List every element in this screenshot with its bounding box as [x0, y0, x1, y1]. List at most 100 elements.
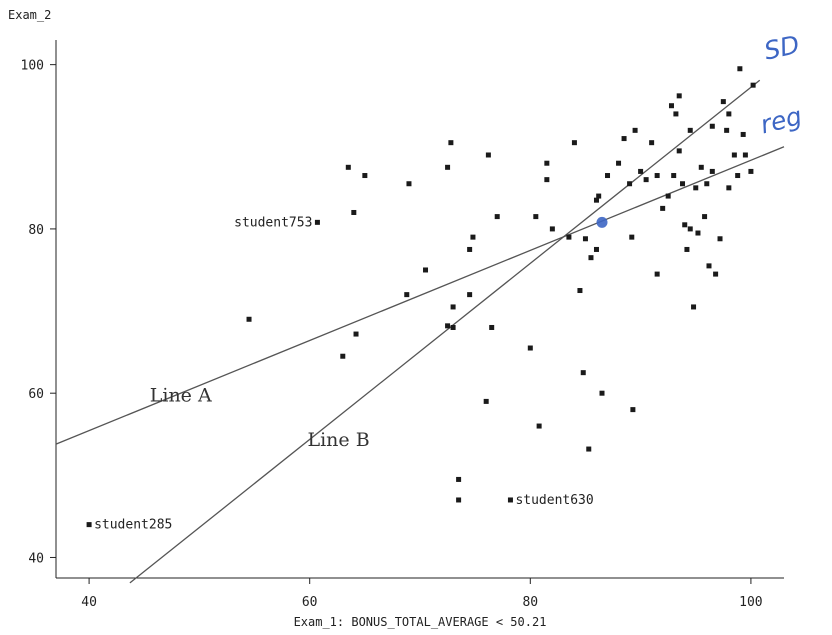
data-point [691, 304, 697, 310]
data-point [489, 324, 495, 330]
data-point [483, 398, 489, 404]
plot-axes [55, 40, 784, 579]
data-point [649, 140, 655, 146]
data-point [627, 181, 633, 187]
data-point [450, 304, 456, 310]
data-point [593, 246, 599, 252]
data-point [687, 127, 693, 133]
x-axis-label: Exam_1: BONUS_TOTAL_AVERAGE < 50.21 [294, 615, 547, 629]
mean-point [596, 216, 608, 228]
data-point [456, 497, 462, 503]
data-point [695, 230, 701, 236]
text-labels: student753 student630 student285 Line A Line… [94, 30, 805, 533]
point-label: student285 [94, 518, 172, 533]
data-point [340, 353, 346, 359]
data-point [593, 197, 599, 203]
data-point [740, 131, 746, 137]
data-point [448, 140, 454, 146]
data-point [423, 267, 429, 273]
data-point [717, 236, 723, 242]
data-point [668, 103, 674, 109]
data-point [709, 168, 715, 174]
data-point [621, 136, 627, 142]
data-point [632, 127, 638, 133]
data-point [533, 214, 539, 220]
data-point [467, 246, 473, 252]
data-point [470, 234, 476, 240]
data-point [566, 234, 572, 240]
data-point [314, 219, 320, 225]
data-point [544, 160, 550, 166]
data-point [709, 123, 715, 129]
x-tick-label: 80 [522, 595, 538, 610]
data-point [582, 236, 588, 242]
data-points [86, 66, 756, 528]
fit-line [55, 146, 785, 445]
data-point [527, 345, 533, 351]
axis-ticks: 40 60 80 100 40 60 80 100 [21, 59, 763, 610]
x-tick-label: 40 [81, 595, 97, 610]
data-point [445, 323, 451, 329]
data-point [682, 222, 688, 228]
point-label: student753 [234, 215, 312, 230]
data-point [724, 127, 730, 133]
data-point [726, 111, 732, 117]
data-point [351, 209, 357, 215]
data-point [467, 292, 473, 298]
data-point [735, 173, 741, 179]
data-point [698, 164, 704, 170]
data-point [748, 168, 754, 174]
data-point [353, 331, 359, 337]
data-point [485, 152, 491, 158]
data-point [345, 164, 351, 170]
data-point [86, 522, 92, 528]
data-point [750, 82, 756, 88]
data-point [445, 164, 451, 170]
data-point [720, 99, 726, 105]
y-axis-label: Exam_2 [8, 8, 51, 22]
line-label: Line A [150, 384, 212, 406]
data-point [726, 185, 732, 191]
fit-line [129, 79, 761, 584]
data-point [586, 446, 592, 452]
data-point [665, 193, 671, 199]
data-point [676, 148, 682, 154]
data-point [599, 390, 605, 396]
data-point [654, 173, 660, 179]
y-tick-label: 100 [21, 59, 44, 74]
data-point [544, 177, 550, 183]
data-point [671, 173, 677, 179]
x-tick-label: 100 [739, 595, 762, 610]
data-point [246, 316, 252, 322]
data-point [549, 226, 555, 232]
data-point [704, 181, 710, 187]
data-point [450, 324, 456, 330]
y-tick-label: 80 [28, 223, 44, 238]
data-point [596, 193, 602, 199]
data-point [456, 476, 462, 482]
data-point [731, 152, 737, 158]
data-point [507, 497, 513, 503]
line-label: Line B [307, 429, 369, 451]
data-point [406, 181, 412, 187]
data-point [673, 111, 679, 117]
handwritten-annotation: SD [762, 30, 802, 66]
handwritten-annotation: reg [757, 101, 804, 139]
data-point [643, 177, 649, 183]
data-point [706, 263, 712, 269]
y-tick-label: 40 [28, 551, 44, 566]
data-point [702, 214, 708, 220]
data-point [684, 246, 690, 252]
data-point [638, 168, 644, 174]
point-label: student630 [515, 493, 593, 508]
data-point [629, 234, 635, 240]
data-point [676, 93, 682, 99]
data-point [737, 66, 743, 72]
data-point [713, 271, 719, 277]
data-point [580, 370, 586, 376]
data-point [536, 423, 542, 429]
data-point [571, 140, 577, 146]
data-point [654, 271, 660, 277]
data-point [362, 173, 368, 179]
